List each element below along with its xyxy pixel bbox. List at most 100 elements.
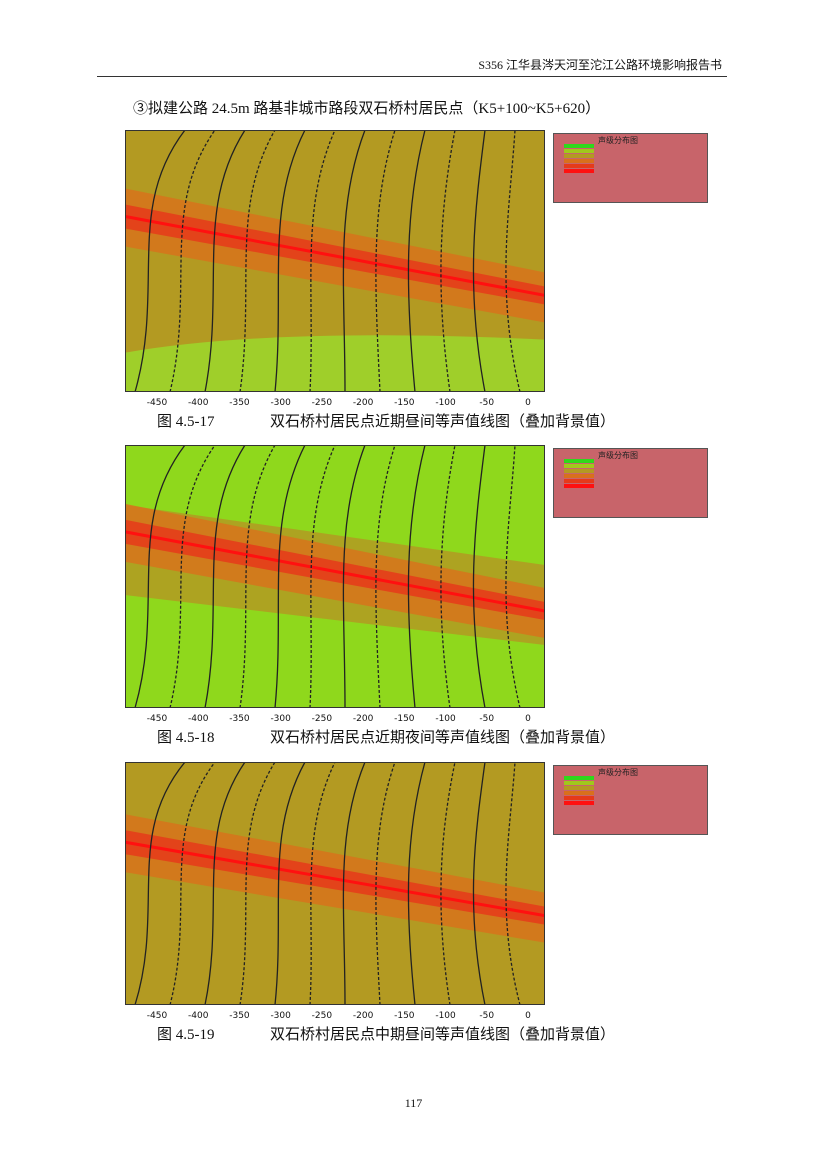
x-axis: -450 -400 -350 -300 -250 -200 -150 -100 -50 0 [125, 714, 545, 726]
noise-map [125, 130, 545, 392]
quiet-zone [125, 335, 545, 392]
x-tick-label: -100 [435, 714, 456, 724]
x-tick-label: -150 [394, 714, 415, 724]
contour [472, 762, 486, 1005]
figure-number: 图 4.5-18 [157, 730, 215, 746]
contour [204, 762, 246, 1005]
x-tick-label: -350 [229, 398, 250, 408]
contour [309, 445, 336, 708]
x-tick-label: -350 [229, 714, 250, 724]
x-tick-label: -400 [188, 714, 209, 724]
x-tick-label: 0 [525, 1011, 531, 1021]
x-tick-label: 0 [525, 714, 531, 724]
map-frame [125, 762, 545, 1005]
road [125, 214, 545, 297]
legend-box: 声级分布图 [553, 448, 708, 518]
x-tick-label: -450 [146, 714, 168, 724]
noise-map [125, 445, 545, 708]
x-tick-label: -450 [146, 1011, 168, 1021]
contour [407, 762, 426, 1005]
contour [309, 762, 336, 1005]
map-frame [125, 445, 545, 708]
x-tick-label: -200 [352, 714, 374, 724]
x-tick-label: -150 [394, 1011, 415, 1021]
contour [204, 445, 246, 708]
legend-swatch [564, 786, 594, 790]
contour [505, 762, 521, 1005]
legend-swatch [564, 154, 594, 158]
legend-swatch [564, 149, 594, 153]
section-heading: ③拟建公路 24.5m 路基非城市路段双石桥村居民点（K5+100~K5+620… [133, 101, 601, 117]
contour [342, 445, 366, 708]
contour [342, 130, 366, 392]
contour [505, 130, 521, 392]
contour [407, 130, 426, 392]
contour [169, 445, 216, 708]
contour [239, 762, 276, 1005]
contour [134, 762, 186, 1005]
x-tick-label: -50 [479, 714, 495, 724]
contour [134, 130, 186, 392]
x-tick-label: -400 [188, 398, 209, 408]
legend-title: 声级分布图 [598, 768, 638, 777]
contour [274, 445, 306, 708]
figure: 声级分布图 -450 -400 -350 -300 -250 -200 -150 -100 -50… [0, 130, 827, 432]
x-tick-label: -450 [146, 398, 168, 408]
page-number: 117 [404, 1096, 423, 1110]
contour [239, 130, 276, 392]
x-tick-label: -350 [229, 1011, 250, 1021]
contour [169, 130, 216, 392]
contour [440, 130, 456, 392]
figure-number: 图 4.5-19 [157, 1027, 215, 1043]
legend-swatch [564, 484, 594, 488]
legend-swatch [564, 164, 594, 168]
contour [472, 445, 486, 708]
contour [375, 445, 396, 708]
header-title: S356 江华县涔天河至沱江公路环境影响报告书 [478, 58, 722, 72]
figure-number: 图 4.5-17 [157, 414, 215, 430]
legend-swatch [564, 169, 594, 173]
figure-caption: 双石桥村居民点近期昼间等声值线图（叠加背景值） [270, 414, 616, 430]
x-tick-label: -250 [311, 714, 333, 724]
x-tick-label: -200 [352, 398, 374, 408]
legend-swatch [564, 144, 594, 148]
road [125, 840, 545, 918]
contour [375, 762, 396, 1005]
road [125, 530, 545, 613]
map-frame [125, 130, 545, 392]
x-tick-label: -100 [435, 398, 456, 408]
x-tick-label: -150 [394, 398, 415, 408]
x-tick-label: -200 [352, 1011, 374, 1021]
legend-box: 声级分布图 [553, 133, 708, 203]
x-tick-label: 0 [525, 398, 531, 408]
legend-swatch [564, 776, 594, 780]
legend-box: 声级分布图 [553, 765, 708, 835]
legend-title: 声级分布图 [598, 136, 638, 145]
contour [407, 445, 426, 708]
contour [505, 445, 521, 708]
legend-swatch [564, 469, 594, 473]
legend-swatch [564, 464, 594, 468]
x-tick-label: -250 [311, 1011, 333, 1021]
x-tick-label: -50 [479, 398, 495, 408]
legend-swatch [564, 796, 594, 800]
legend-swatch [564, 459, 594, 463]
contour [440, 445, 456, 708]
legend-swatch [564, 801, 594, 805]
x-axis: -450 -400 -350 -300 -250 -200 -150 -100 -50 0 [125, 398, 545, 410]
figure-caption: 双石桥村居民点中期昼间等声值线图（叠加背景值） [270, 1027, 616, 1043]
x-tick-label: -50 [479, 1011, 495, 1021]
contour [169, 762, 216, 1005]
x-tick-label: -400 [188, 1011, 209, 1021]
legend-swatch [564, 474, 594, 478]
contour [239, 445, 276, 708]
header-rule [97, 76, 727, 77]
contour [472, 130, 486, 392]
contour [134, 445, 186, 708]
legend-swatch [564, 159, 594, 163]
x-tick-label: -100 [435, 1011, 456, 1021]
figure: 声级分布图 -450 -400 -350 -300 -250 -200 -150 -100 -50… [0, 762, 827, 1045]
legend-swatch [564, 791, 594, 795]
x-tick-label: -300 [270, 714, 291, 724]
